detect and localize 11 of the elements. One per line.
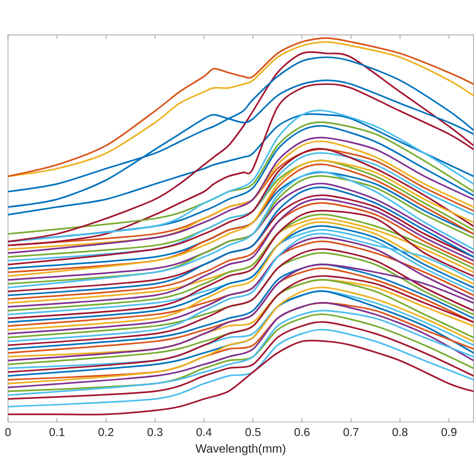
x-tick-label: 0.6 xyxy=(294,428,310,436)
x-tick-label: 0.5 xyxy=(245,428,260,436)
x-tick-label: 0.1 xyxy=(49,428,64,436)
x-tick-label: 0.3 xyxy=(147,428,162,436)
x-axis-title: Wavelength(mm) xyxy=(196,444,286,456)
x-tick-label: 0.7 xyxy=(344,428,358,436)
x-tick-label: 0.9 xyxy=(442,428,456,436)
x-tick-label: 0.2 xyxy=(98,428,114,436)
x-tick-label: 0 xyxy=(5,428,11,436)
x-tick-label: 0.4 xyxy=(196,428,212,436)
x-tick-label: 0.8 xyxy=(392,428,408,436)
